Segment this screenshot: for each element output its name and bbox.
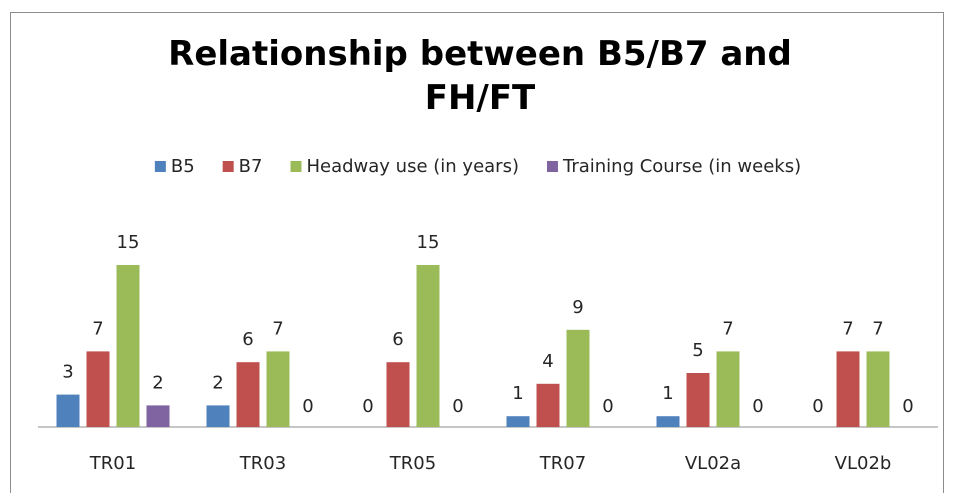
x-tick-label: VL02a bbox=[685, 453, 741, 474]
bar bbox=[416, 265, 440, 427]
data-label: 15 bbox=[417, 232, 440, 253]
legend-swatch bbox=[546, 161, 558, 172]
data-label: 0 bbox=[752, 396, 763, 417]
data-label: 6 bbox=[392, 329, 403, 350]
data-label: 1 bbox=[512, 383, 523, 404]
legend-swatch bbox=[222, 161, 234, 172]
bar bbox=[716, 351, 740, 427]
data-label: 0 bbox=[902, 396, 913, 417]
bar bbox=[56, 394, 80, 427]
x-tick-label: VL02b bbox=[835, 453, 892, 474]
bar bbox=[86, 351, 110, 427]
legend-label: Training Course (in weeks) bbox=[562, 156, 801, 177]
bar bbox=[836, 351, 860, 427]
data-label: 7 bbox=[722, 318, 733, 339]
data-label: 2 bbox=[212, 372, 223, 393]
legend-label: Headway use (in years) bbox=[306, 156, 518, 177]
data-label: 7 bbox=[872, 318, 883, 339]
data-label: 15 bbox=[117, 232, 140, 253]
bar bbox=[206, 405, 230, 427]
bar bbox=[146, 405, 170, 427]
chart-title: Relationship between B5/B7 and FH/FT bbox=[168, 34, 792, 118]
x-tick-label: TR05 bbox=[389, 453, 436, 474]
data-label: 0 bbox=[362, 396, 373, 417]
legend-label: B5 bbox=[171, 156, 195, 177]
bar bbox=[656, 416, 680, 427]
bar bbox=[566, 329, 590, 427]
data-label: 0 bbox=[302, 396, 313, 417]
bar bbox=[536, 383, 560, 427]
bar bbox=[386, 362, 410, 427]
bar bbox=[506, 416, 530, 427]
bar bbox=[866, 351, 890, 427]
x-tick-label: TR03 bbox=[239, 453, 286, 474]
chart-frame bbox=[10, 12, 944, 493]
data-label: 3 bbox=[62, 362, 73, 383]
data-label: 4 bbox=[542, 351, 553, 372]
data-label: 6 bbox=[242, 329, 253, 350]
data-label: 7 bbox=[92, 318, 103, 339]
bar bbox=[686, 373, 710, 427]
data-label: 5 bbox=[692, 340, 703, 361]
data-label: 1 bbox=[662, 383, 673, 404]
data-label: 2 bbox=[152, 372, 163, 393]
data-label: 9 bbox=[572, 297, 583, 318]
data-label: 7 bbox=[272, 318, 283, 339]
legend-label: B7 bbox=[239, 156, 263, 177]
bar bbox=[266, 351, 290, 427]
data-label: 0 bbox=[452, 396, 463, 417]
data-label: 0 bbox=[602, 396, 613, 417]
data-label: 7 bbox=[842, 318, 853, 339]
legend-swatch bbox=[290, 161, 302, 172]
data-label: 0 bbox=[812, 396, 823, 417]
legend-swatch bbox=[154, 161, 166, 172]
bar bbox=[116, 265, 140, 427]
x-tick-label: TR01 bbox=[89, 453, 136, 474]
x-tick-label: TR07 bbox=[539, 453, 586, 474]
bar bbox=[236, 362, 260, 427]
